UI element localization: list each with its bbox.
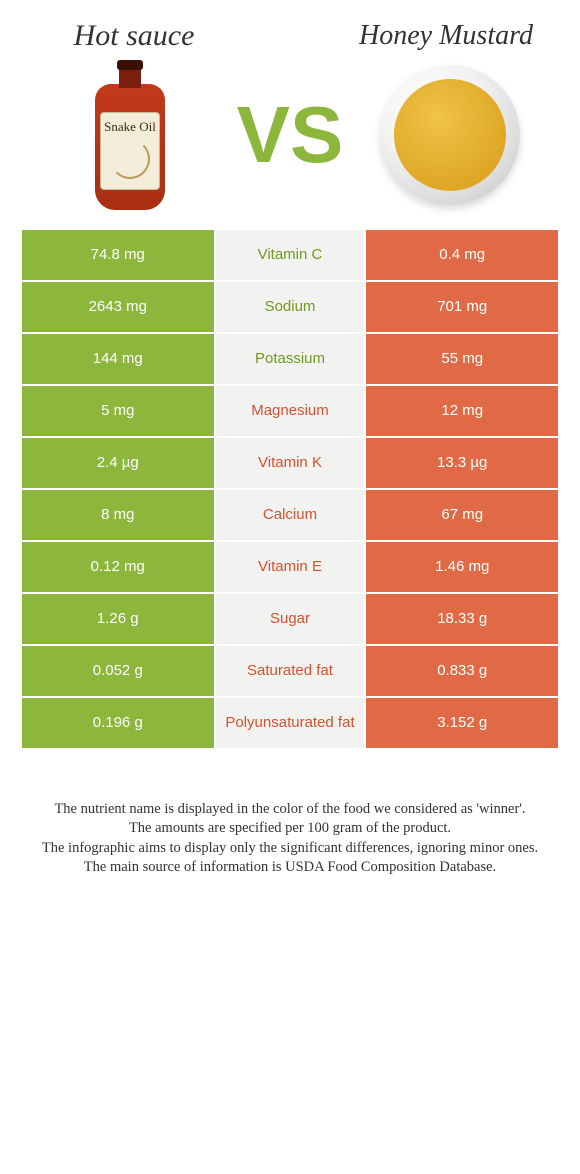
right-value-cell: 67 mg bbox=[366, 490, 558, 540]
footer-line: The main source of information is USDA F… bbox=[20, 858, 560, 878]
nutrient-table: 74.8 mgVitamin C0.4 mg2643 mgSodium701 m… bbox=[20, 228, 560, 750]
right-value-cell: 3.152 g bbox=[366, 698, 558, 748]
table-row: 144 mgPotassium55 mg bbox=[22, 334, 558, 384]
nutrient-name-cell: Sodium bbox=[216, 282, 365, 332]
right-value-cell: 0.833 g bbox=[366, 646, 558, 696]
title-row: Hot sauce Honey Mustard bbox=[20, 20, 560, 60]
table-row: 0.052 gSaturated fat0.833 g bbox=[22, 646, 558, 696]
right-value-cell: 18.33 g bbox=[366, 594, 558, 644]
table-row: 5 mgMagnesium12 mg bbox=[22, 386, 558, 436]
nutrient-table-body: 74.8 mgVitamin C0.4 mg2643 mgSodium701 m… bbox=[22, 230, 558, 748]
bottle-label-text: Snake Oil bbox=[104, 119, 156, 135]
left-food-title: Hot sauce bbox=[30, 20, 238, 52]
infographic-container: Hot sauce Honey Mustard Snake Oil VS bbox=[0, 0, 580, 760]
table-row: 74.8 mgVitamin C0.4 mg bbox=[22, 230, 558, 280]
right-value-cell: 12 mg bbox=[366, 386, 558, 436]
hot-sauce-bottle-icon: Snake Oil bbox=[95, 60, 165, 210]
left-value-cell: 2643 mg bbox=[22, 282, 214, 332]
left-value-cell: 74.8 mg bbox=[22, 230, 214, 280]
left-value-cell: 144 mg bbox=[22, 334, 214, 384]
footer-notes: The nutrient name is displayed in the co… bbox=[0, 760, 580, 888]
honey-mustard-image bbox=[350, 60, 550, 210]
footer-line: The infographic aims to display only the… bbox=[20, 839, 560, 859]
left-value-cell: 0.196 g bbox=[22, 698, 214, 748]
table-row: 0.12 mgVitamin E1.46 mg bbox=[22, 542, 558, 592]
nutrient-name-cell: Vitamin E bbox=[216, 542, 365, 592]
left-value-cell: 0.052 g bbox=[22, 646, 214, 696]
table-row: 2.4 µgVitamin K13.3 µg bbox=[22, 438, 558, 488]
left-value-cell: 2.4 µg bbox=[22, 438, 214, 488]
nutrient-name-cell: Vitamin K bbox=[216, 438, 365, 488]
table-row: 2643 mgSodium701 mg bbox=[22, 282, 558, 332]
right-value-cell: 701 mg bbox=[366, 282, 558, 332]
nutrient-name-cell: Sugar bbox=[216, 594, 365, 644]
right-food-title: Honey Mustard bbox=[342, 21, 550, 50]
images-row: Snake Oil VS bbox=[20, 60, 560, 228]
nutrient-name-cell: Calcium bbox=[216, 490, 365, 540]
nutrient-name-cell: Vitamin C bbox=[216, 230, 365, 280]
left-value-cell: 1.26 g bbox=[22, 594, 214, 644]
nutrient-name-cell: Potassium bbox=[216, 334, 365, 384]
nutrient-name-cell: Saturated fat bbox=[216, 646, 365, 696]
right-value-cell: 13.3 µg bbox=[366, 438, 558, 488]
hot-sauce-image: Snake Oil bbox=[30, 60, 230, 210]
right-value-cell: 0.4 mg bbox=[366, 230, 558, 280]
right-value-cell: 55 mg bbox=[366, 334, 558, 384]
nutrient-name-cell: Magnesium bbox=[216, 386, 365, 436]
footer-line: The nutrient name is displayed in the co… bbox=[20, 800, 560, 820]
footer-line: The amounts are specified per 100 gram o… bbox=[20, 819, 560, 839]
table-row: 0.196 gPolyunsaturated fat3.152 g bbox=[22, 698, 558, 748]
left-value-cell: 5 mg bbox=[22, 386, 214, 436]
table-row: 1.26 gSugar18.33 g bbox=[22, 594, 558, 644]
nutrient-name-cell: Polyunsaturated fat bbox=[216, 698, 365, 748]
table-row: 8 mgCalcium67 mg bbox=[22, 490, 558, 540]
left-value-cell: 8 mg bbox=[22, 490, 214, 540]
vs-label: VS bbox=[230, 89, 350, 181]
mustard-bowl-icon bbox=[380, 65, 520, 205]
left-value-cell: 0.12 mg bbox=[22, 542, 214, 592]
right-value-cell: 1.46 mg bbox=[366, 542, 558, 592]
